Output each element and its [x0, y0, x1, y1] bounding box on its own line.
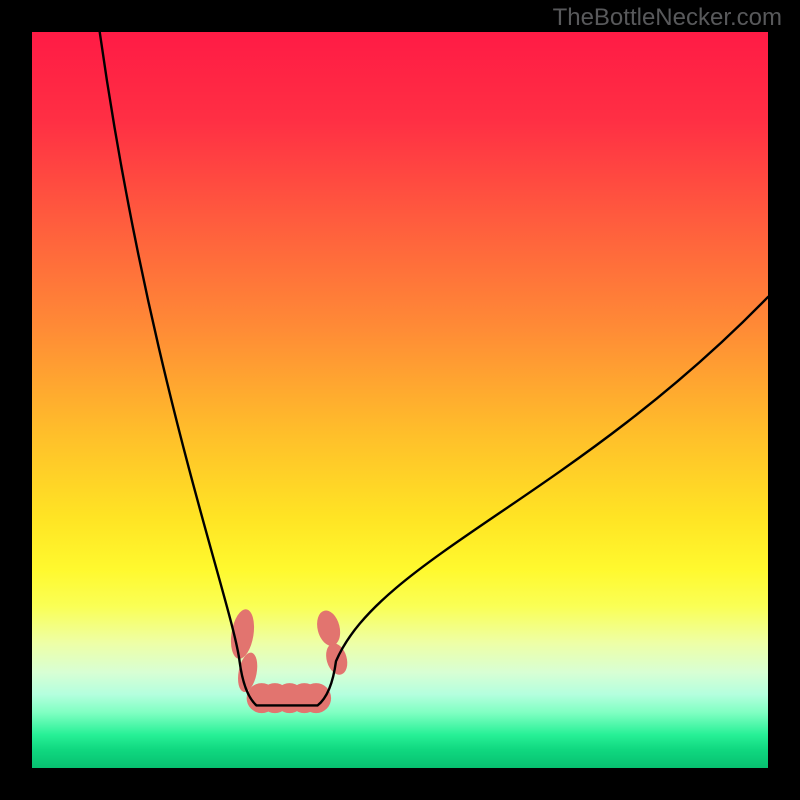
- border-left: [0, 0, 32, 800]
- rim-band: [228, 608, 351, 713]
- v-curve: [100, 32, 768, 705]
- border-bottom: [0, 768, 800, 800]
- chart-frame: TheBottleNecker.com: [0, 0, 800, 800]
- curve-overlay: [0, 0, 800, 800]
- border-right: [768, 0, 800, 800]
- watermark-text: TheBottleNecker.com: [553, 4, 782, 32]
